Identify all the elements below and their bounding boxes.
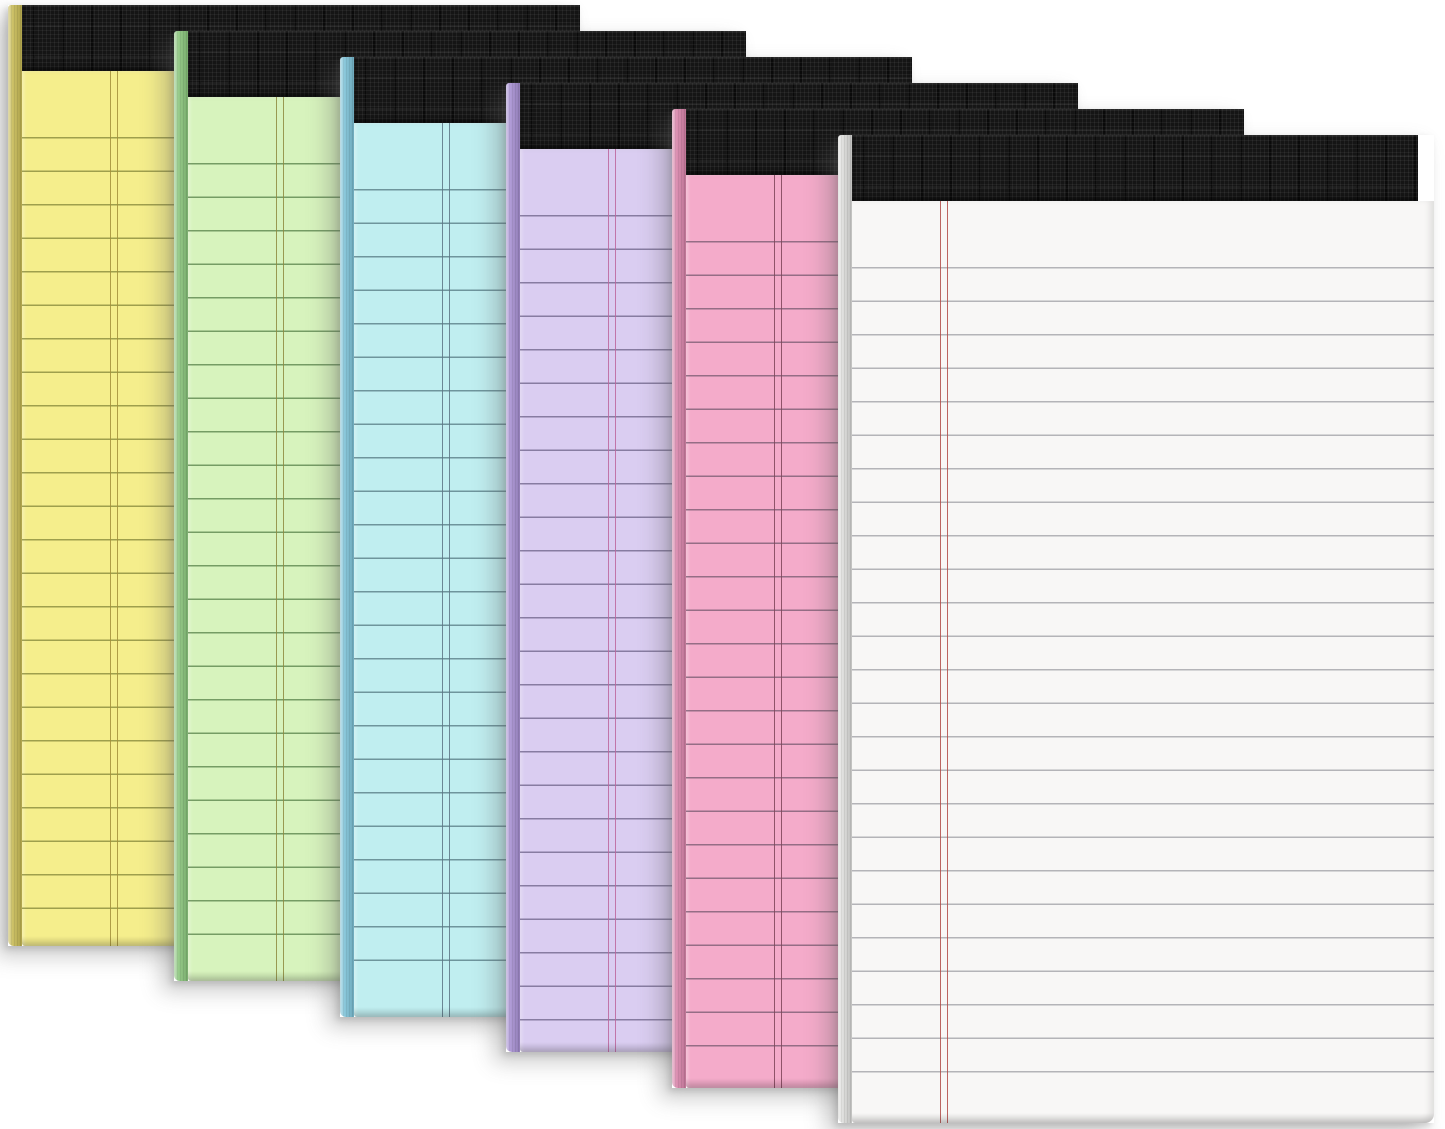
ruled-paper bbox=[852, 201, 1434, 1123]
page-edge-stack bbox=[340, 57, 354, 1017]
margin-double-line bbox=[110, 71, 118, 946]
margin-double-line bbox=[608, 149, 616, 1053]
page-edge-stack bbox=[8, 5, 22, 946]
page-edge-stack bbox=[672, 109, 686, 1088]
page-edge-stack bbox=[506, 83, 520, 1053]
margin-double-line bbox=[276, 97, 284, 982]
binding-tape bbox=[852, 135, 1418, 201]
margin-double-line bbox=[940, 201, 948, 1123]
margin-double-line bbox=[774, 175, 782, 1088]
margin-double-line bbox=[442, 123, 450, 1017]
page-edge-stack bbox=[174, 31, 188, 982]
ruled-lines bbox=[852, 267, 1434, 1095]
page-edge-stack bbox=[838, 135, 852, 1123]
notepad-white bbox=[838, 135, 1434, 1123]
bottom-page-edge bbox=[852, 1113, 1434, 1123]
